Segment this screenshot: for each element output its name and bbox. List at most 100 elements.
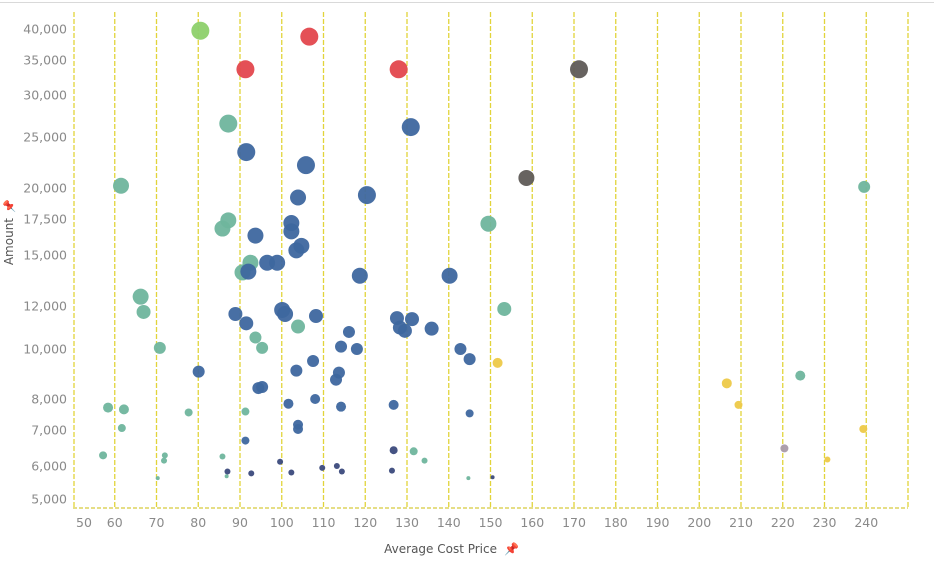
data-point-84[interactable] xyxy=(780,444,789,453)
data-point-26[interactable] xyxy=(269,254,286,271)
data-point-79[interactable] xyxy=(277,458,284,465)
data-point-36[interactable] xyxy=(291,319,306,334)
data-point-43[interactable] xyxy=(397,323,412,338)
data-point-81[interactable] xyxy=(734,400,743,409)
data-point-12[interactable] xyxy=(290,189,307,206)
y-tick-label: 15,000 xyxy=(23,248,67,263)
y-tick-label: 20,000 xyxy=(23,181,67,196)
data-point-94[interactable] xyxy=(466,476,471,481)
data-point-63[interactable] xyxy=(465,409,474,418)
x-tick-label: 230 xyxy=(813,515,837,530)
data-point-62[interactable] xyxy=(388,399,399,410)
data-point-95[interactable] xyxy=(224,474,229,479)
y-axis-title[interactable]: Amount 📌 xyxy=(2,199,16,265)
data-point-4[interactable] xyxy=(570,60,589,79)
data-point-49[interactable] xyxy=(454,343,467,355)
data-point-82[interactable] xyxy=(795,370,806,381)
data-point-88[interactable] xyxy=(288,469,295,476)
y-tick-label: 17,500 xyxy=(23,212,67,227)
data-point-59[interactable] xyxy=(310,394,321,404)
data-point-39[interactable] xyxy=(497,301,512,316)
data-point-51[interactable] xyxy=(492,357,503,368)
data-point-13[interactable] xyxy=(858,180,871,193)
data-point-21[interactable] xyxy=(480,215,497,232)
data-point-20[interactable] xyxy=(288,242,305,259)
data-point-85[interactable] xyxy=(824,456,831,463)
data-point-35[interactable] xyxy=(239,316,254,331)
data-point-27[interactable] xyxy=(351,267,368,284)
data-point-76[interactable] xyxy=(161,452,168,459)
data-point-28[interactable] xyxy=(441,267,458,284)
data-point-7[interactable] xyxy=(237,143,256,162)
pin-icon[interactable]: 📌 xyxy=(504,541,519,556)
data-point-86[interactable] xyxy=(224,468,231,475)
data-point-52[interactable] xyxy=(192,365,205,378)
data-point-58[interactable] xyxy=(256,381,269,394)
data-point-31[interactable] xyxy=(228,306,243,321)
x-tick-label: 220 xyxy=(771,515,795,530)
data-point-41[interactable] xyxy=(405,312,420,327)
data-point-75[interactable] xyxy=(99,451,108,460)
data-point-87[interactable] xyxy=(248,470,255,477)
data-point-5[interactable] xyxy=(219,114,238,133)
data-point-6[interactable] xyxy=(401,118,420,137)
data-point-11[interactable] xyxy=(357,186,376,205)
data-point-70[interactable] xyxy=(241,407,250,416)
data-point-71[interactable] xyxy=(241,436,250,445)
data-point-96[interactable] xyxy=(155,476,160,481)
data-point-78[interactable] xyxy=(219,453,226,460)
data-point-1[interactable] xyxy=(300,27,319,46)
data-point-44[interactable] xyxy=(424,321,439,336)
data-point-89[interactable] xyxy=(319,464,326,471)
data-point-29[interactable] xyxy=(132,288,149,305)
data-point-69[interactable] xyxy=(184,408,193,417)
data-point-15[interactable] xyxy=(214,220,231,237)
data-point-16[interactable] xyxy=(247,227,264,244)
data-point-61[interactable] xyxy=(336,401,347,412)
data-point-0[interactable] xyxy=(191,21,210,40)
data-point-3[interactable] xyxy=(389,60,408,79)
data-point-37[interactable] xyxy=(249,331,262,344)
data-point-66[interactable] xyxy=(103,402,114,413)
data-point-72[interactable] xyxy=(389,446,398,455)
data-point-50[interactable] xyxy=(463,353,476,366)
data-point-33[interactable] xyxy=(277,305,294,322)
data-point-46[interactable] xyxy=(335,340,348,353)
x-axis-title[interactable]: Average Cost Price 📌 xyxy=(384,541,519,556)
data-point-9[interactable] xyxy=(113,177,130,194)
data-point-77[interactable] xyxy=(161,457,168,464)
data-point-54[interactable] xyxy=(290,364,303,377)
y-tick-label: 8,000 xyxy=(31,392,67,407)
data-point-92[interactable] xyxy=(388,467,395,474)
data-point-90[interactable] xyxy=(333,463,340,469)
data-point-80[interactable] xyxy=(721,378,732,389)
data-point-18[interactable] xyxy=(283,223,300,240)
data-point-34[interactable] xyxy=(308,309,323,324)
data-point-93[interactable] xyxy=(490,475,495,480)
data-point-8[interactable] xyxy=(296,156,315,175)
data-point-83[interactable] xyxy=(859,425,868,434)
data-point-24[interactable] xyxy=(240,263,257,280)
y-tick-label: 10,000 xyxy=(23,342,67,357)
data-point-47[interactable] xyxy=(350,343,363,355)
data-point-10[interactable] xyxy=(518,169,535,186)
data-point-60[interactable] xyxy=(283,398,294,409)
data-point-65[interactable] xyxy=(293,424,304,435)
data-point-30[interactable] xyxy=(136,304,151,319)
top-divider xyxy=(0,2,934,3)
data-point-68[interactable] xyxy=(117,424,126,433)
data-point-2[interactable] xyxy=(236,60,255,79)
data-point-56[interactable] xyxy=(330,373,343,386)
x-tick-label: 240 xyxy=(854,515,878,530)
y-axis-ticks: 5,000 6,000 7,000 8,000 10,000 12,000 15,000 17… xyxy=(23,22,67,507)
data-point-74[interactable] xyxy=(421,457,428,464)
data-point-38[interactable] xyxy=(256,341,269,354)
data-point-73[interactable] xyxy=(409,447,418,456)
data-point-48[interactable] xyxy=(153,341,166,354)
data-point-53[interactable] xyxy=(307,354,320,367)
data-point-91[interactable] xyxy=(338,468,345,475)
data-point-45[interactable] xyxy=(342,325,355,338)
data-point-67[interactable] xyxy=(118,404,129,415)
y-tick-label: 25,000 xyxy=(23,130,67,145)
pin-icon[interactable]: 📌 xyxy=(2,199,16,213)
